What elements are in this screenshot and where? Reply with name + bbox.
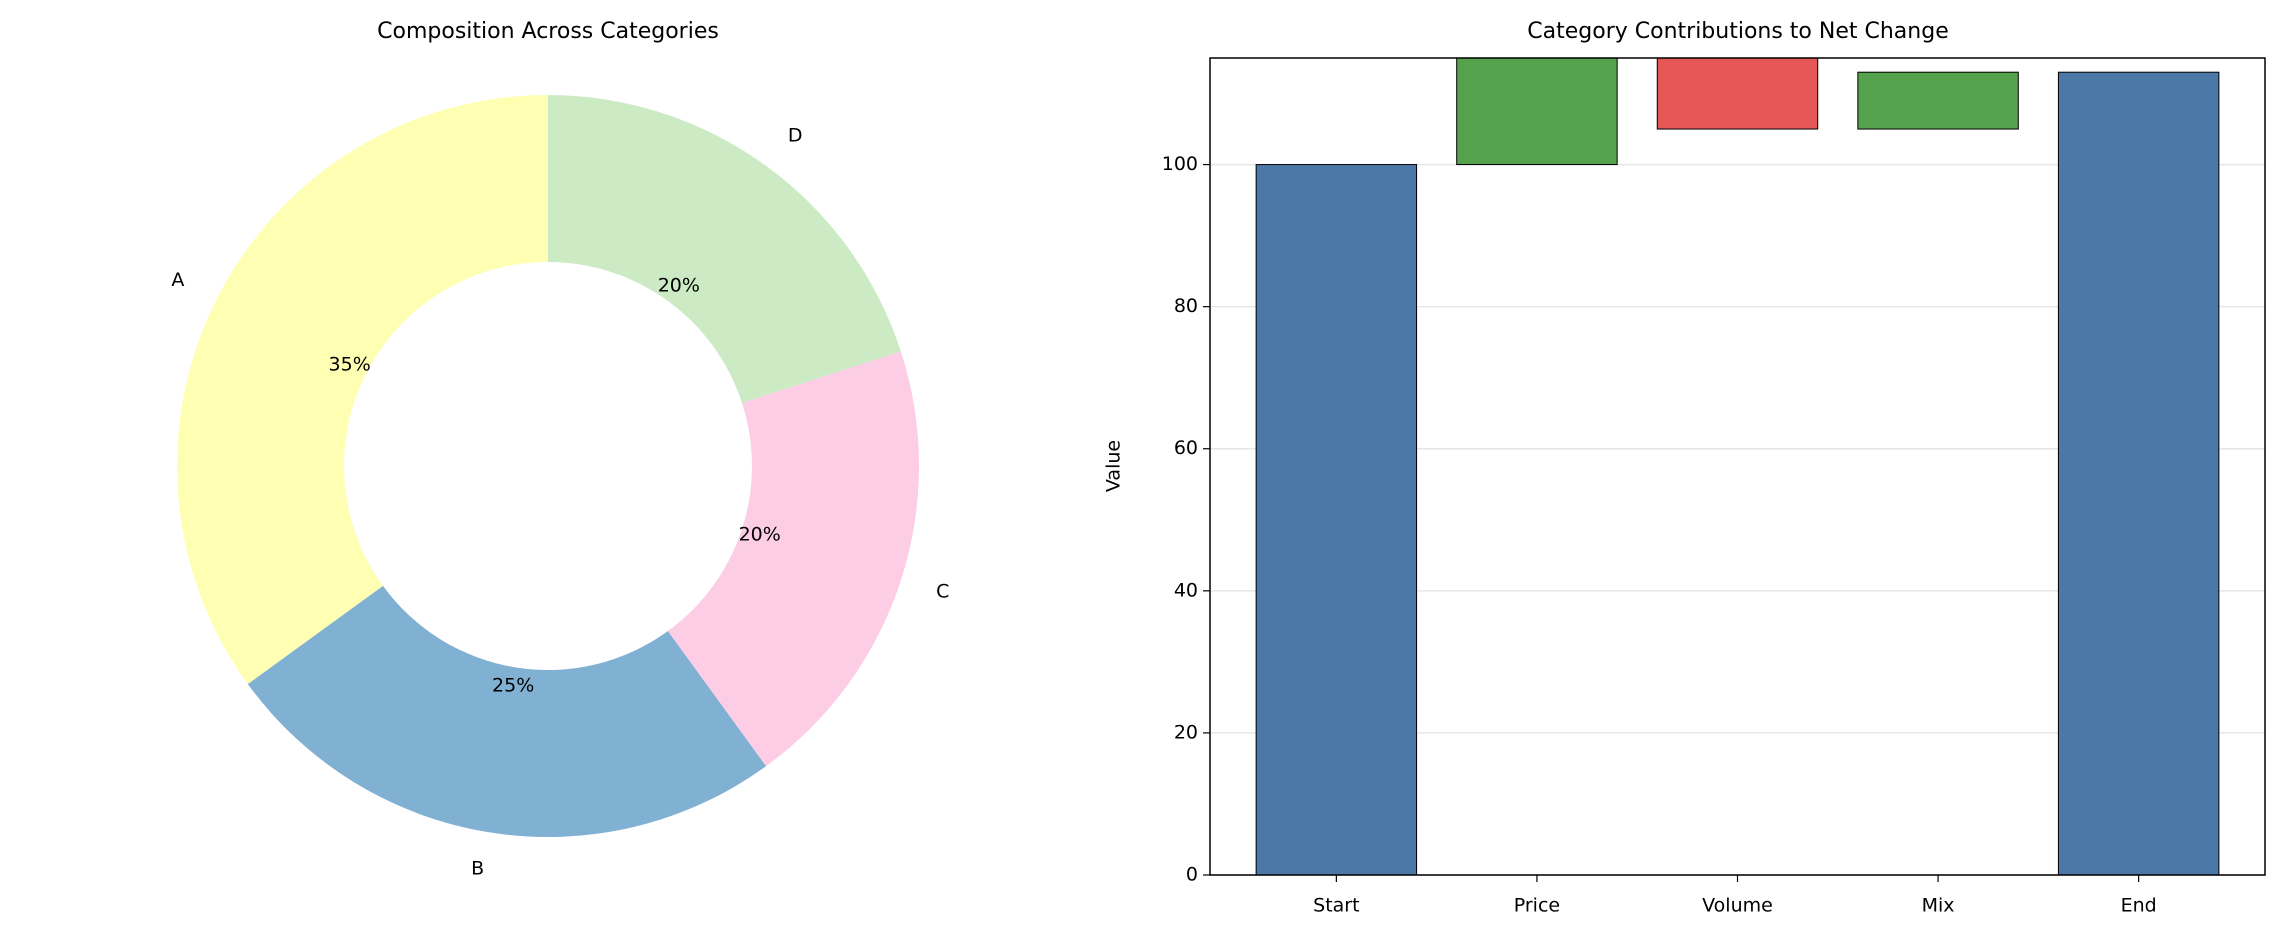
slice-label: B	[471, 858, 484, 880]
slice-label: D	[788, 124, 803, 146]
value-label: 20%	[739, 523, 781, 545]
bars	[1255, 58, 2220, 875]
bar	[1456, 58, 1618, 166]
y-axis-label: Value	[1103, 440, 1125, 492]
x-tick-label: End	[2121, 895, 2157, 917]
x-tick-label: Start	[1313, 895, 1359, 917]
waterfall-title: Category Contributions to Net Change	[1527, 19, 1948, 44]
y-tick-label: 100	[1162, 153, 1198, 175]
x-tick-label: Mix	[1922, 895, 1955, 917]
pie-title: Composition Across Categories	[377, 19, 719, 44]
pie-slice	[176, 95, 548, 685]
value-label: 35%	[329, 353, 371, 375]
bar	[1255, 164, 1418, 875]
slice-label: C	[936, 581, 949, 603]
x-tick-label: Price	[1514, 895, 1560, 917]
bar	[2057, 71, 2220, 875]
axes-frame	[1209, 57, 2266, 876]
y-tick-label: 40	[1174, 579, 1198, 601]
y-tick-label: 60	[1174, 437, 1198, 459]
y-tick-label: 0	[1186, 864, 1198, 886]
slice-label: A	[171, 269, 184, 291]
bar	[1656, 58, 1819, 130]
value-label: 25%	[492, 674, 534, 696]
pie-slice	[247, 585, 767, 837]
pie-slice	[667, 351, 919, 767]
bar	[1857, 71, 2019, 130]
y-tick-label: 20	[1174, 721, 1198, 743]
value-label: 20%	[658, 274, 700, 296]
pie-slice	[548, 94, 901, 403]
y-tick-label: 80	[1174, 295, 1198, 317]
x-tick-label: Volume	[1702, 895, 1773, 917]
